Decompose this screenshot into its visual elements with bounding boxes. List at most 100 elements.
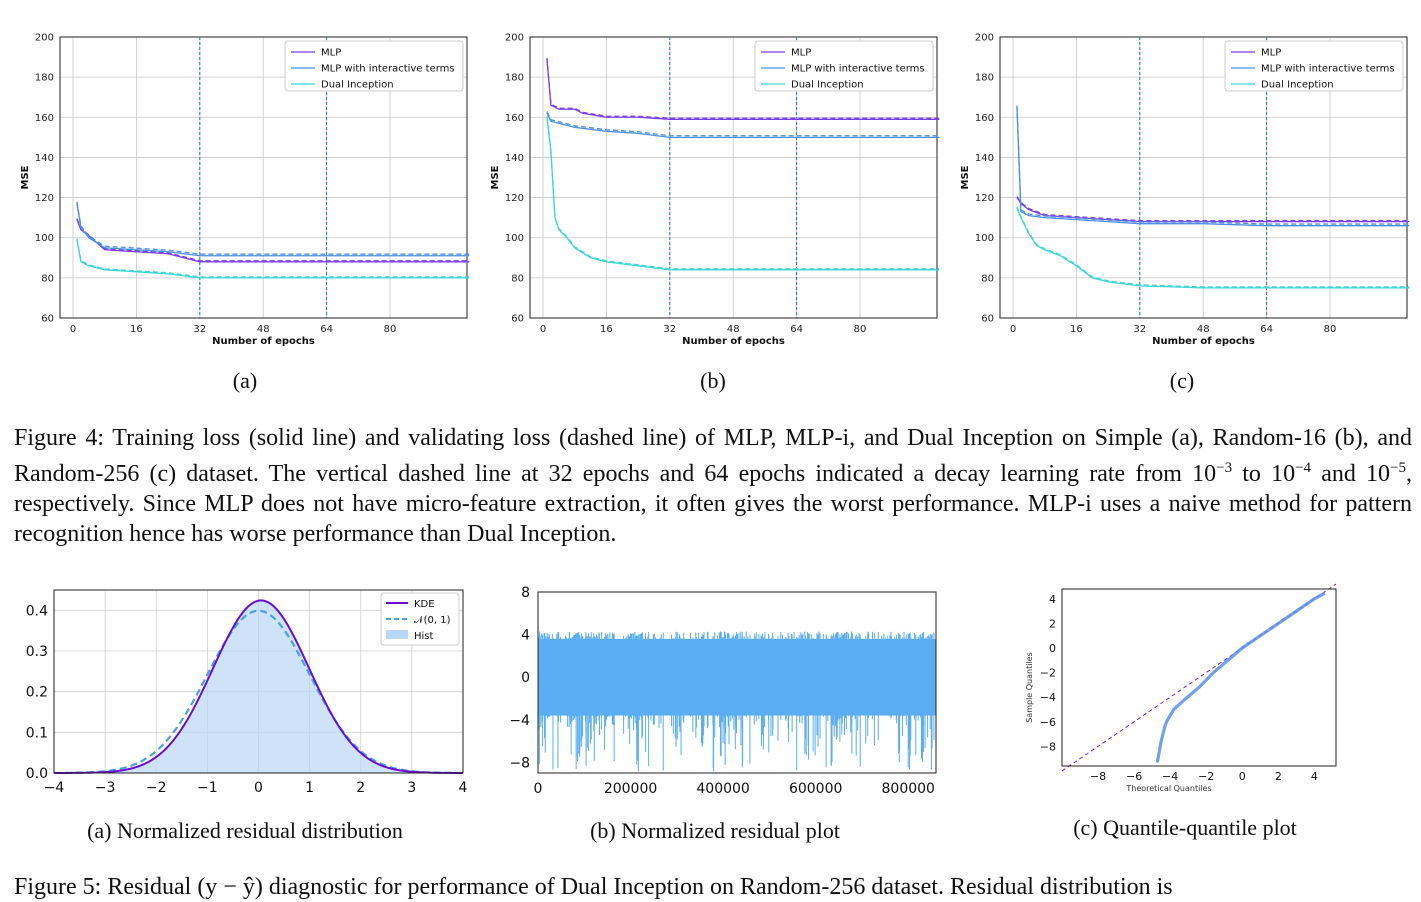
plot-frame <box>1061 588 1337 767</box>
series-line-train <box>546 117 940 271</box>
legend-label: MLP with interactive terms <box>791 64 925 75</box>
series-line-valid <box>76 238 470 278</box>
series-line-valid <box>1016 196 1410 222</box>
y-tick-label: −8 <box>509 755 530 771</box>
x-tick-label: 32 <box>663 324 676 335</box>
y-tick-label: 180 <box>35 73 54 84</box>
series-line-valid <box>1016 206 1410 288</box>
y-axis-label: Sample Quantiles <box>1025 652 1034 723</box>
figure5-chart-residuals: −8 −4 0 4 8 0 200000 400000 600000 800000 <box>509 585 937 797</box>
x-tick-label: −1 <box>197 780 218 796</box>
y-tick-label: 160 <box>35 113 54 124</box>
y-tick-label: −6 <box>1040 716 1056 729</box>
y-tick-label: 0.3 <box>26 644 48 660</box>
y-tick-label: 0.0 <box>26 766 48 782</box>
plot-frame <box>529 36 938 319</box>
x-tick-label: 0 <box>534 781 543 797</box>
y-tick-label: 120 <box>505 193 524 204</box>
series-line-train <box>76 239 470 279</box>
series-line-valid <box>546 116 940 270</box>
x-tick-label: 4 <box>459 780 468 796</box>
qq-points <box>1155 592 1325 763</box>
y-tick-label: 2 <box>1049 617 1056 630</box>
legend-box <box>284 40 464 92</box>
x-tick-label: 600000 <box>789 781 842 797</box>
x-tick-label: 4 <box>1311 770 1318 783</box>
figure5-chart-qq: −8 −6 −4 −2 0 2 4 −8 −6 −4 −2 0 2 4 Theoretical Quanti… <box>1025 583 1337 793</box>
x-tick-label: 0 <box>1010 324 1016 335</box>
x-tick-label: 80 <box>384 324 397 335</box>
y-tick-label: 100 <box>505 233 524 244</box>
x-tick-label: −8 <box>1090 770 1106 783</box>
x-tick-label: −4 <box>1162 770 1178 783</box>
x-axis-label: Number of epochs <box>212 336 315 347</box>
x-tick-label: 80 <box>1324 324 1337 335</box>
x-axis-label: Theoretical Quantiles <box>1125 784 1211 793</box>
x-tick-label: 200000 <box>604 781 657 797</box>
legend-label: MLP <box>321 48 341 59</box>
y-tick-label: 160 <box>505 113 524 124</box>
legend-label: Hist <box>414 631 434 642</box>
figure5-caption: Figure 5: Residual (y − ŷ) diagnostic fo… <box>14 874 1173 900</box>
legend-label: Dual Inception <box>791 80 864 91</box>
y-tick-label: 60 <box>981 314 994 325</box>
x-tick-label: 32 <box>193 324 206 335</box>
series-line-train <box>1016 207 1410 289</box>
x-tick-label: 80 <box>854 324 867 335</box>
plot-frame <box>53 589 464 774</box>
x-tick-label: 64 <box>320 324 333 335</box>
legend-label: 𝒩(0, 1) <box>414 615 451 626</box>
figure4-chart-a: 60 80 100 120 140 160 180 200 0 16 32 48 64 80 Number … <box>20 33 470 347</box>
subfig-label-5b: (b) Normalized residual plot <box>590 818 840 843</box>
legend-swatch <box>386 630 408 639</box>
figure4-chart-c: 60 80 100 120 140 160 180 200 0 16 32 48 64 80 Number … <box>960 33 1410 347</box>
y-axis-label: MSE <box>20 165 31 189</box>
subfig-label-5c: (c) Quantile-quantile plot <box>1073 815 1297 840</box>
y-tick-label: 200 <box>35 33 54 44</box>
series-line-train <box>1016 107 1410 227</box>
x-tick-label: −6 <box>1126 770 1142 783</box>
plot-frame <box>59 36 468 319</box>
x-tick-label: 16 <box>1070 324 1083 335</box>
y-tick-label: 200 <box>505 33 524 44</box>
x-tick-label: 0 <box>70 324 76 335</box>
y-tick-label: 4 <box>1049 593 1056 606</box>
legend-label: MLP <box>1261 48 1281 59</box>
y-tick-label: 0.4 <box>26 603 48 619</box>
y-tick-label: −4 <box>509 713 530 729</box>
residual-band <box>538 638 936 716</box>
y-tick-label: 80 <box>41 273 54 284</box>
plot-frame <box>537 591 937 774</box>
legend-label: Dual Inception <box>1261 80 1334 91</box>
y-tick-label: 0.1 <box>26 725 48 741</box>
y-tick-label: −2 <box>1040 667 1056 680</box>
x-tick-label: 48 <box>727 324 740 335</box>
x-tick-label: 16 <box>600 324 613 335</box>
y-tick-label: 60 <box>511 314 524 325</box>
legend-label: Dual Inception <box>321 80 394 91</box>
x-tick-label: 48 <box>1197 324 1210 335</box>
y-tick-label: 180 <box>505 73 524 84</box>
series-line-train <box>546 112 940 139</box>
y-tick-label: 0.2 <box>26 685 48 701</box>
figure5-chart-kde: 0.0 0.1 0.2 0.3 0.4 −4 −3 −2 −1 0 1 2 3 4 KDE 𝒩(0, 1) Hi… <box>26 589 468 796</box>
x-tick-label: −4 <box>44 780 65 796</box>
series-line-valid <box>546 58 940 119</box>
histogram-area <box>54 600 463 773</box>
x-tick-label: 2 <box>356 780 365 796</box>
legend-label: KDE <box>414 599 435 610</box>
series-line-valid <box>76 201 470 255</box>
y-axis-label: MSE <box>960 165 971 189</box>
x-axis-label: Number of epochs <box>1152 336 1255 347</box>
y-tick-label: −8 <box>1040 740 1056 753</box>
x-tick-label: 0 <box>540 324 546 335</box>
legend-box <box>754 40 934 92</box>
y-tick-label: −4 <box>1040 691 1056 704</box>
figure4-caption: Figure 4: Training loss (solid line) and… <box>14 425 1412 547</box>
x-tick-label: 2 <box>1275 770 1282 783</box>
y-tick-label: 100 <box>35 233 54 244</box>
y-tick-label: 120 <box>975 193 994 204</box>
legend-box <box>1224 40 1404 92</box>
x-tick-label: 64 <box>1260 324 1273 335</box>
y-tick-label: 0 <box>521 670 530 686</box>
